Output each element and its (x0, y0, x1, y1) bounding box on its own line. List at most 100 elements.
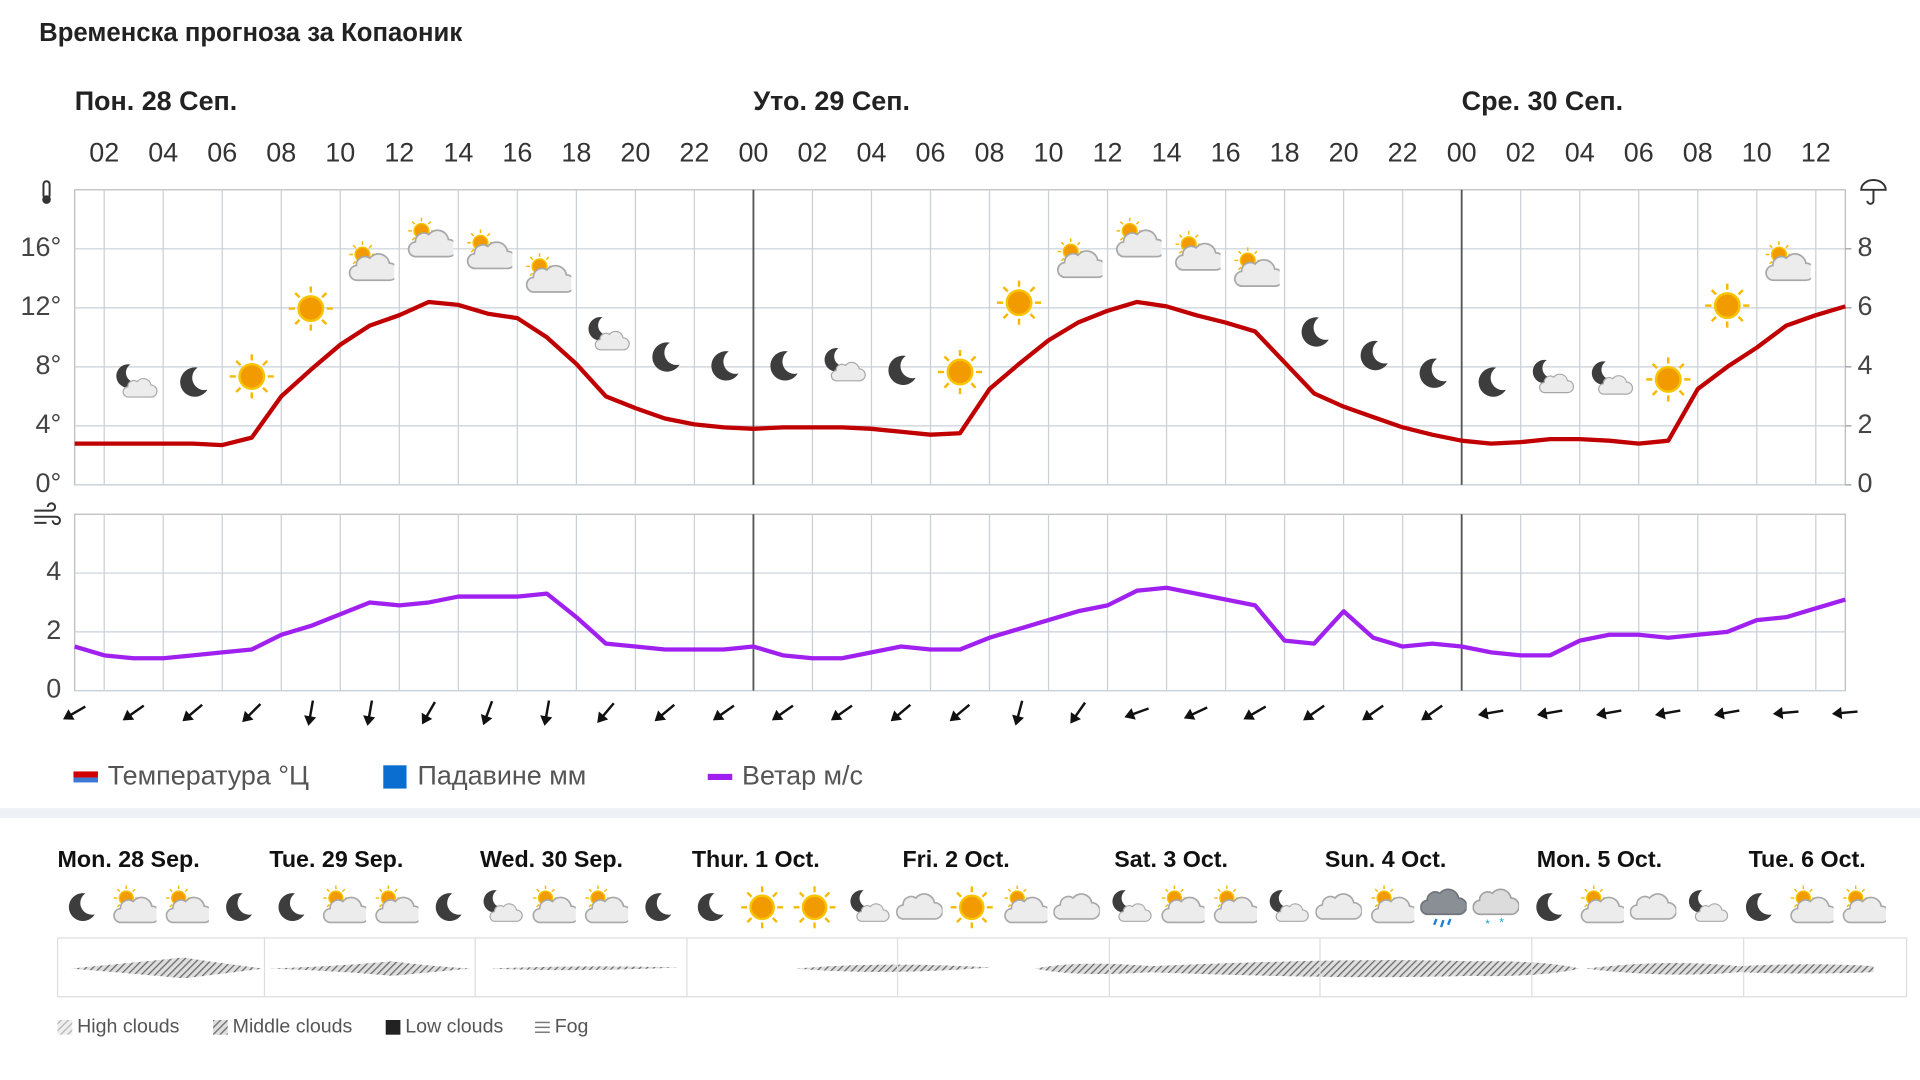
wind-arrow (1124, 707, 1149, 720)
x-tick-label: 06 (916, 137, 946, 167)
wind-arrow (1362, 704, 1384, 721)
wind-arrow (712, 704, 735, 721)
wind-arrow (1243, 705, 1267, 720)
x-tick-label: 10 (1742, 137, 1772, 167)
arrow-head (597, 711, 609, 723)
arrow-head (540, 715, 553, 726)
wind-arrow (890, 703, 912, 722)
arrow-head (1477, 707, 1489, 720)
cloud-legend-icons (57, 1020, 550, 1035)
wind-arrow (63, 705, 86, 720)
wind-icon (34, 502, 61, 526)
week-weather-icon (1316, 894, 1362, 919)
week-weather-icon (949, 885, 994, 930)
wind-arrow (1772, 706, 1799, 720)
series-line (74, 299, 1846, 448)
wind-arrow (1303, 704, 1325, 721)
wind-arrow (1714, 707, 1740, 720)
x-tick-label: 08 (1683, 137, 1713, 167)
arrow-head (1831, 706, 1843, 720)
week-weather-icon (376, 885, 422, 922)
week-weather-icon (697, 893, 724, 922)
wind-arrow (1070, 701, 1087, 724)
x-tick-label: 16 (502, 137, 532, 167)
week-day-label: Mon. 5 Oct. (1537, 846, 1662, 872)
wind-arrow (480, 700, 494, 726)
arrow-head (304, 715, 317, 726)
x-tick-label: 12 (1093, 137, 1123, 167)
x-tick-label: 02 (1506, 137, 1536, 167)
week-weather-icon (1843, 885, 1889, 922)
week-weather-icon (1270, 890, 1309, 921)
wind-arrow (182, 703, 203, 722)
week-weather-icon (1112, 890, 1151, 921)
cloud-shapes (71, 957, 1874, 979)
x-tick-label: 00 (1447, 137, 1477, 167)
wind-arrow (1183, 706, 1208, 720)
arrow-head (890, 710, 903, 722)
week-weather-icon (1054, 894, 1100, 919)
week-weather-icon (1371, 885, 1417, 922)
arrow-head (122, 709, 135, 721)
x-tick-label: 10 (325, 137, 355, 167)
week-weather-icon (1630, 894, 1676, 919)
x-tick-label: 12 (1801, 137, 1831, 167)
x-tick-label: 22 (679, 137, 709, 167)
week-weather-icon (645, 893, 672, 922)
y2-tick-label: 0 (1858, 468, 1873, 498)
week-weather-icon (1162, 885, 1208, 922)
x-tick-label: 14 (443, 137, 473, 167)
day-label: Уто. 29 Сеп. (753, 86, 910, 116)
wind-arrow (421, 701, 436, 725)
x-tick-label: 20 (1329, 137, 1359, 167)
arrow-head (771, 709, 784, 721)
x-tick-label: 02 (89, 137, 119, 167)
x-tick-label: 08 (266, 137, 296, 167)
week-weather-icon (435, 893, 462, 922)
week-weather-icon (114, 885, 160, 922)
y-tick-label: 16° (21, 232, 62, 262)
x-tick-label: 20 (620, 137, 650, 167)
arrow-head (830, 709, 843, 721)
arrow-head (1536, 707, 1548, 720)
week-weather-icon (166, 885, 212, 922)
y-tick-label: 12° (21, 291, 62, 321)
arrow-head (1595, 707, 1607, 720)
series-line (74, 585, 1846, 661)
week-weather-icon (1420, 888, 1467, 929)
wind-arrow (654, 703, 676, 722)
week-day-label: Tue. 6 Oct. (1749, 846, 1866, 872)
week-weather-icon (1005, 885, 1051, 922)
wind-arrow (1477, 707, 1504, 720)
week-weather-icon (897, 894, 943, 919)
y-tick-label: 4 (46, 556, 61, 586)
cloud-legend-label: Low clouds (405, 1016, 503, 1038)
x-tick-label: 02 (797, 137, 827, 167)
week-weather-icon (740, 885, 785, 930)
arrow-head (363, 715, 376, 726)
day-label: Сре. 30 Сеп. (1462, 86, 1623, 116)
wind-arrow (1536, 707, 1563, 720)
wind-arrow (597, 702, 615, 723)
legend-swatch (383, 765, 407, 789)
wind-arrow (1654, 707, 1681, 720)
week-weather-icon (850, 890, 889, 921)
cloud-legend-label: Fog (555, 1016, 589, 1038)
y-tick-label: 4° (35, 409, 61, 439)
x-tick-label: 00 (738, 137, 768, 167)
week-weather-icon (1791, 885, 1837, 922)
y2-tick-label: 2 (1858, 409, 1873, 439)
thermometer-icon (42, 180, 51, 204)
day-label: Пон. 28 Сеп. (75, 86, 238, 116)
arrow-head (1070, 712, 1081, 724)
plot-area (74, 189, 1846, 486)
legend-label: Ветар м/с (742, 761, 863, 791)
week-day-label: Thur. 1 Oct. (692, 846, 820, 872)
legend-swatch (73, 771, 98, 778)
legend: Температура °Ц Падавине мм Ветар м/с (73, 761, 863, 791)
wind-arrow (122, 704, 145, 721)
arrow-head (712, 709, 725, 721)
week-day-label: Tue. 29 Sep. (269, 846, 403, 872)
arrow-head (1654, 707, 1666, 720)
